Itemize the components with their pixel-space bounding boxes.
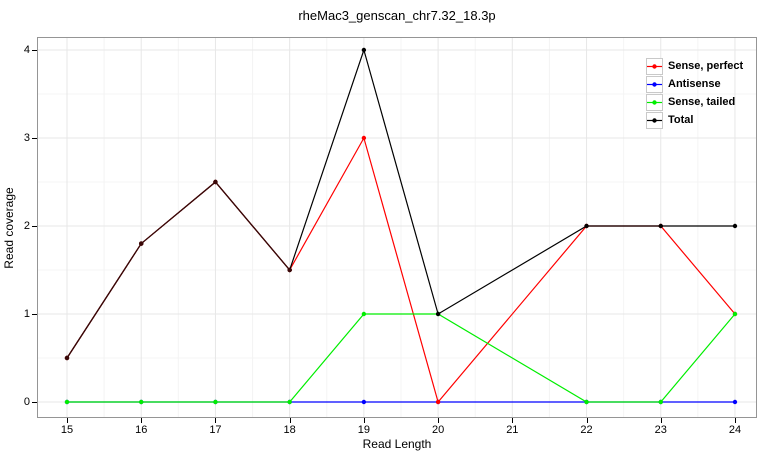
x-tick-label: 16 [135, 424, 148, 436]
y-tick-mark [32, 138, 37, 139]
x-tick-mark [67, 418, 68, 423]
x-tick-label: 24 [728, 424, 742, 436]
series-marker-total [435, 311, 441, 317]
series-marker-total [584, 223, 589, 229]
x-tick-label: 23 [654, 424, 667, 436]
legend-key-sense-tailed [646, 93, 663, 111]
series-marker-overlap [213, 179, 218, 185]
x-tick-mark [289, 418, 291, 423]
y-tick-label: 1 [23, 308, 30, 320]
legend-item-total: Total [646, 111, 743, 129]
x-tick-label: 22 [580, 424, 593, 436]
legend-label-sense-perfect: Sense, perfect [668, 60, 744, 72]
x-tick-label: 15 [60, 424, 74, 436]
legend-label-antisense: Antisense [668, 78, 721, 90]
legend-label-sense-tailed: Sense, tailed [668, 96, 736, 108]
legend-label-total: Total [668, 114, 694, 126]
x-tick-mark [586, 418, 588, 423]
series-marker-sense-perfect [435, 399, 441, 405]
x-tick-label: 21 [506, 424, 519, 436]
x-tick-label: 18 [283, 424, 296, 436]
series-marker-sense-tailed [361, 311, 367, 317]
series-marker-sense-tailed [584, 399, 589, 405]
y-tick-mark [32, 402, 37, 403]
x-tick-mark [363, 418, 365, 423]
y-tick-label: 2 [23, 220, 30, 232]
series-marker-antisense [361, 399, 367, 405]
x-tick-mark [734, 418, 736, 423]
series-marker-total [361, 47, 367, 53]
series-marker-sense-tailed [732, 311, 738, 317]
plot-canvas [37, 37, 757, 418]
legend-item-antisense: Antisense [646, 75, 743, 93]
x-tick-label: 20 [431, 424, 445, 436]
legend-item-sense-tailed: Sense, tailed [646, 93, 743, 111]
panel-border [37, 37, 757, 418]
line-dot-icon [647, 81, 662, 87]
legend-key-antisense [646, 75, 663, 93]
legend-key-sense-perfect [646, 57, 663, 75]
y-tick-label: 4 [23, 44, 30, 56]
series-marker-overlap [64, 355, 70, 361]
y-tick-mark [32, 50, 37, 51]
y-tick-label: 0 [23, 396, 30, 408]
plot-panel [37, 37, 757, 418]
series-line-overlap [66, 181, 291, 359]
y-tick-mark [32, 226, 37, 227]
legend: Sense, perfect Antisense Sense, tailed T… [646, 57, 743, 129]
series-marker-sense-tailed [64, 399, 70, 405]
y-tick-mark [32, 314, 37, 315]
series-marker-overlap [139, 241, 144, 246]
x-tick-label: 19 [357, 424, 370, 436]
x-axis-title: Read Length [362, 437, 432, 451]
series-marker-sense-tailed [658, 399, 663, 405]
series-marker-antisense [732, 399, 738, 405]
series-marker-overlap [287, 267, 292, 273]
series-marker-total [732, 223, 738, 229]
x-tick-mark [660, 418, 662, 423]
series-marker-sense-perfect [361, 135, 367, 141]
x-tick-mark [215, 418, 217, 423]
chart-title: rheMac3_genscan_chr7.32_18.3p [298, 8, 496, 23]
line-dot-icon [647, 117, 662, 123]
x-tick-mark [512, 418, 514, 423]
line-dot-icon [647, 99, 662, 105]
x-tick-mark [141, 418, 143, 423]
x-tick-mark [438, 418, 440, 423]
x-tick-label: 17 [209, 424, 222, 436]
legend-key-total [646, 111, 663, 129]
series-marker-total [658, 223, 663, 229]
legend-item-sense-perfect: Sense, perfect [646, 57, 743, 75]
series-marker-sense-tailed [287, 399, 292, 405]
series-marker-sense-tailed [213, 399, 218, 405]
series-marker-sense-tailed [139, 399, 144, 405]
line-dot-icon [647, 63, 662, 69]
y-tick-label: 3 [23, 132, 30, 144]
